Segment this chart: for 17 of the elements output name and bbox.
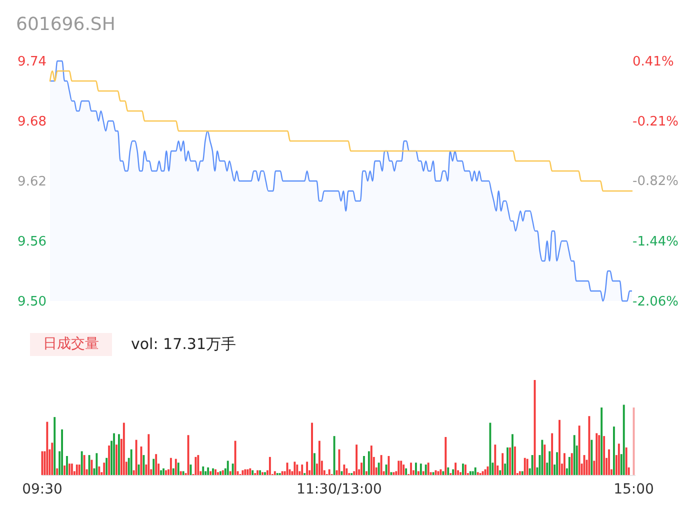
y2-tick-label: 0.41% xyxy=(632,54,674,70)
y-tick-label: 9.68 xyxy=(18,114,46,130)
chart-title: 601696.SH xyxy=(16,13,116,37)
x-tick-label: 15:00 xyxy=(614,482,654,498)
line-series xyxy=(49,70,633,192)
y-tick-label: 9.62 xyxy=(18,174,46,190)
chart-title: 日成交量 xyxy=(30,333,112,356)
y-tick-label: 9.50 xyxy=(18,294,46,310)
y-tick-label: 9.74 xyxy=(18,54,46,70)
x-tick-label: 09:30 xyxy=(22,482,62,498)
x-tick-label: 11:30/13:00 xyxy=(296,482,382,498)
y2-tick-label: -1.44% xyxy=(632,234,678,250)
y2-tick-label: -0.21% xyxy=(632,114,678,130)
y2-tick-label: -0.82% xyxy=(632,174,678,190)
y2-tick-label: -2.06% xyxy=(632,294,678,310)
text: vol: 17.31万手 xyxy=(131,334,236,355)
y-tick-label: 9.56 xyxy=(18,234,46,250)
